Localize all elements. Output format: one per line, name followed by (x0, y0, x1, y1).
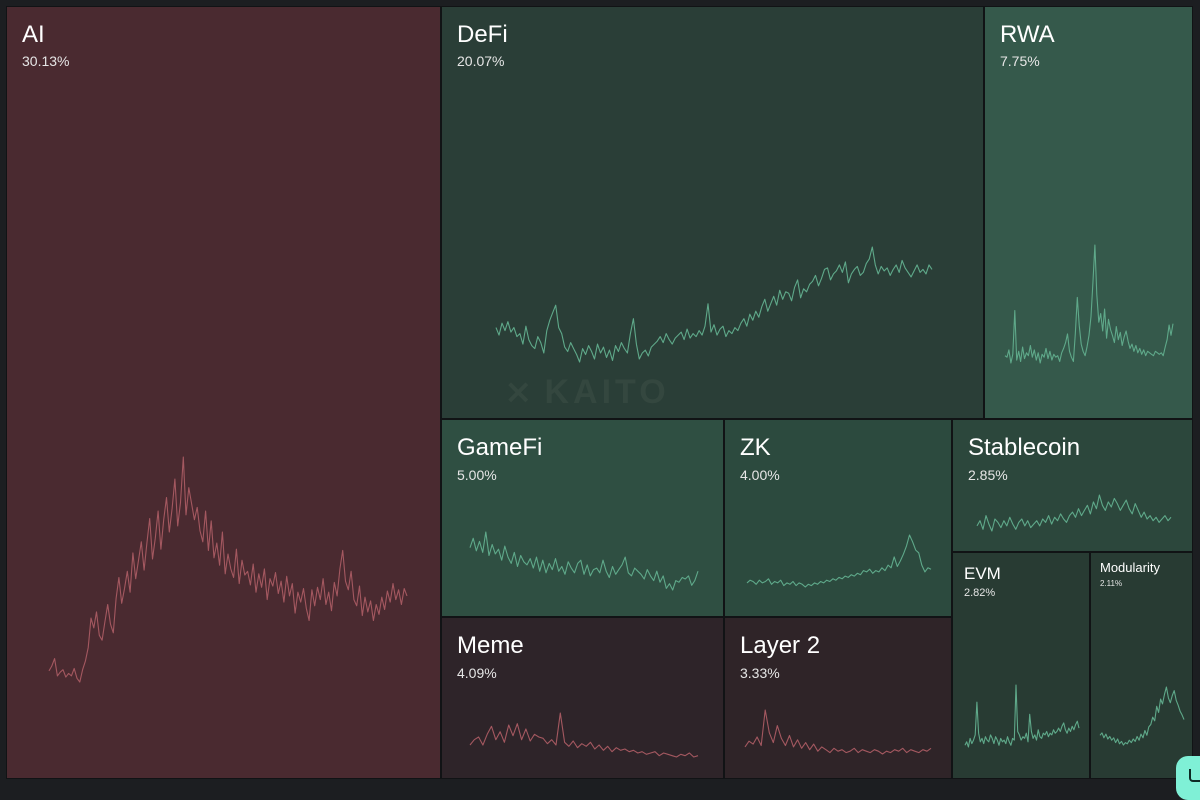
chat-bubble-icon (1189, 769, 1200, 782)
sparkline-line (744, 709, 932, 755)
sparkline-line (1099, 686, 1185, 746)
sparkline-evm (964, 684, 1080, 748)
tile-label: EVM (964, 564, 1001, 583)
tile-meme[interactable]: Meme 4.09% (441, 617, 724, 779)
chat-button[interactable] (1176, 756, 1200, 800)
tile-percent: 3.33% (740, 665, 780, 681)
tile-modularity[interactable]: Modularity 2.11% (1090, 552, 1193, 779)
tile-layer2[interactable]: Layer 2 3.33% (724, 617, 952, 779)
sparkline-modularity (1099, 686, 1185, 746)
tile-percent: 4.09% (457, 665, 497, 681)
kaito-logo-icon: ⨯ (504, 373, 537, 411)
tile-percent: 20.07% (457, 53, 505, 69)
sparkline-meme (469, 712, 699, 758)
sparkline-defi (495, 246, 933, 363)
tile-defi[interactable]: DeFi 20.07% (441, 6, 984, 419)
tile-percent: 30.13% (22, 53, 70, 69)
sparkline-line (1004, 244, 1174, 364)
sparkline-zk (746, 534, 932, 588)
tile-evm[interactable]: EVM 2.82% (952, 552, 1090, 779)
tile-zk[interactable]: ZK 4.00% (724, 419, 952, 617)
sparkline-rwa (1004, 244, 1174, 364)
tile-label: ZK (740, 434, 771, 461)
sparkline-line (469, 712, 699, 758)
sparkline-layer2 (744, 709, 932, 755)
sparkline-ai (48, 456, 408, 683)
tile-label: Stablecoin (968, 434, 1081, 461)
tile-ai[interactable]: AI 30.13% (6, 6, 441, 779)
tile-label: DeFi (457, 21, 508, 48)
sparkline-stablecoin (976, 494, 1172, 532)
tile-percent: 5.00% (457, 467, 497, 483)
tile-label: Modularity (1100, 560, 1160, 575)
sparkline-line (746, 534, 932, 588)
sparkline-line (495, 246, 933, 363)
tile-label: AI (22, 21, 45, 48)
sparkline-line (964, 684, 1080, 748)
sparkline-gamefi (469, 531, 699, 591)
tile-label: Meme (457, 632, 524, 659)
tile-percent: 7.75% (1000, 53, 1040, 69)
tile-label: Layer 2 (740, 632, 821, 659)
tile-percent: 2.82% (964, 587, 996, 599)
tile-rwa[interactable]: RWA 7.75% (984, 6, 1193, 419)
sparkline-line (976, 494, 1172, 532)
tile-stablecoin[interactable]: Stablecoin 2.85% (952, 419, 1193, 552)
tile-gamefi[interactable]: GameFi 5.00% (441, 419, 724, 617)
tile-label: RWA (1000, 21, 1055, 48)
tile-percent: 2.85% (968, 467, 1008, 483)
tile-label: GameFi (457, 434, 543, 461)
sparkline-line (469, 531, 699, 591)
sparkline-line (48, 456, 408, 683)
tile-percent: 2.11% (1100, 579, 1123, 588)
kaito-watermark: ⨯ KAITO (504, 373, 670, 411)
tile-percent: 4.00% (740, 467, 780, 483)
